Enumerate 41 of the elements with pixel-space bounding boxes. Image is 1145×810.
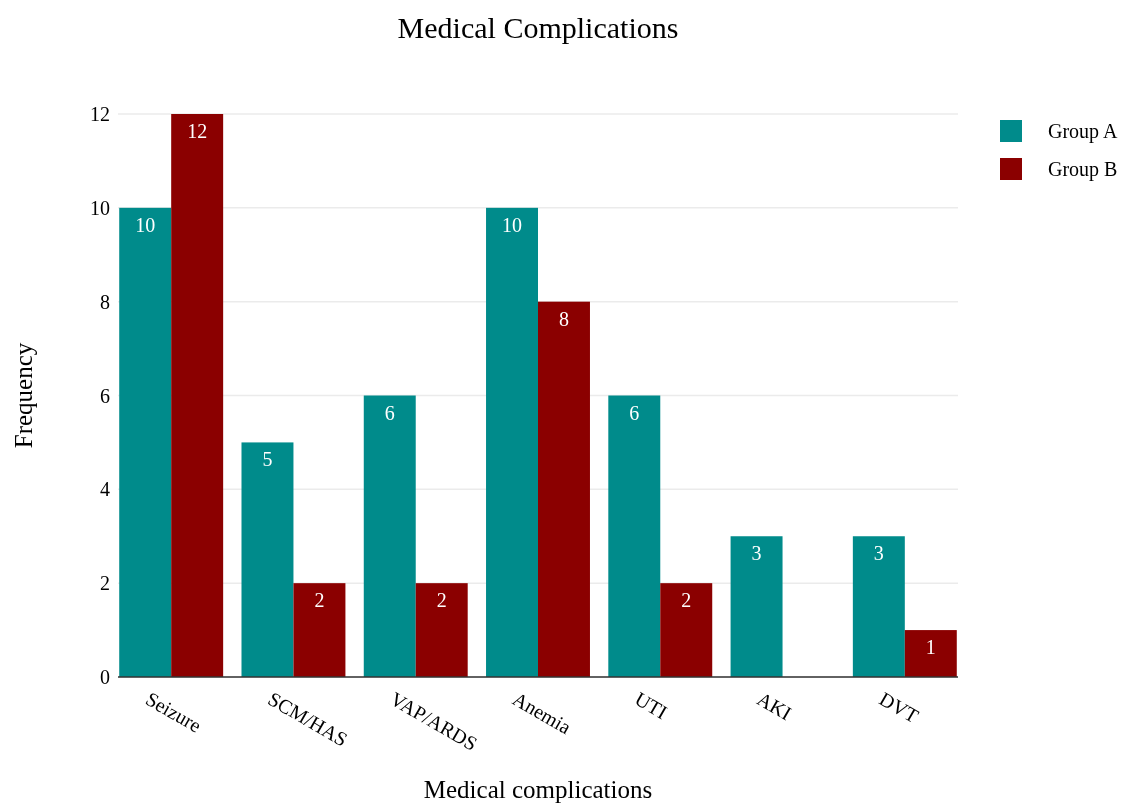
bar bbox=[293, 583, 346, 677]
y-tick-label: 6 bbox=[100, 384, 110, 407]
data-label: 10 bbox=[135, 213, 156, 236]
data-label: 2 bbox=[314, 589, 325, 612]
bar bbox=[363, 395, 416, 677]
data-label: 6 bbox=[384, 401, 395, 424]
x-tick-label: UTI bbox=[631, 687, 672, 724]
bar bbox=[730, 536, 783, 677]
y-axis-title: Frequency bbox=[10, 342, 37, 449]
y-tick-label: 4 bbox=[100, 478, 110, 501]
bar bbox=[904, 630, 957, 677]
data-label: 5 bbox=[262, 448, 273, 471]
y-tick-label: 10 bbox=[90, 196, 110, 219]
bar bbox=[119, 207, 172, 677]
bar bbox=[415, 583, 468, 677]
bar bbox=[660, 583, 713, 677]
data-label: 2 bbox=[436, 589, 447, 612]
x-tick-label: AKI bbox=[753, 687, 796, 725]
bar bbox=[852, 536, 905, 677]
y-tick-label: 12 bbox=[90, 103, 110, 125]
y-tick-label: 0 bbox=[100, 666, 110, 688]
chart-title: Medical Complications bbox=[397, 11, 679, 44]
bar bbox=[241, 442, 294, 677]
data-label: 12 bbox=[187, 120, 208, 142]
data-label: 6 bbox=[629, 401, 640, 424]
bar bbox=[486, 207, 538, 677]
y-tick-label: 8 bbox=[100, 290, 110, 313]
legend-label: Group A bbox=[1048, 120, 1118, 143]
bar bbox=[171, 114, 224, 677]
bar bbox=[608, 395, 661, 677]
data-label: 2 bbox=[681, 589, 692, 612]
data-label: 1 bbox=[925, 636, 936, 659]
x-axis-title: Medical complications bbox=[423, 776, 653, 803]
data-label: 3 bbox=[873, 542, 884, 565]
bar bbox=[538, 301, 590, 677]
data-label: 3 bbox=[751, 542, 762, 565]
data-label: 10 bbox=[502, 213, 523, 236]
data-label: 8 bbox=[558, 307, 569, 330]
y-tick-label: 2 bbox=[100, 572, 110, 595]
legend-label: Group B bbox=[1048, 158, 1118, 181]
x-tick-label: DVT bbox=[875, 687, 923, 728]
